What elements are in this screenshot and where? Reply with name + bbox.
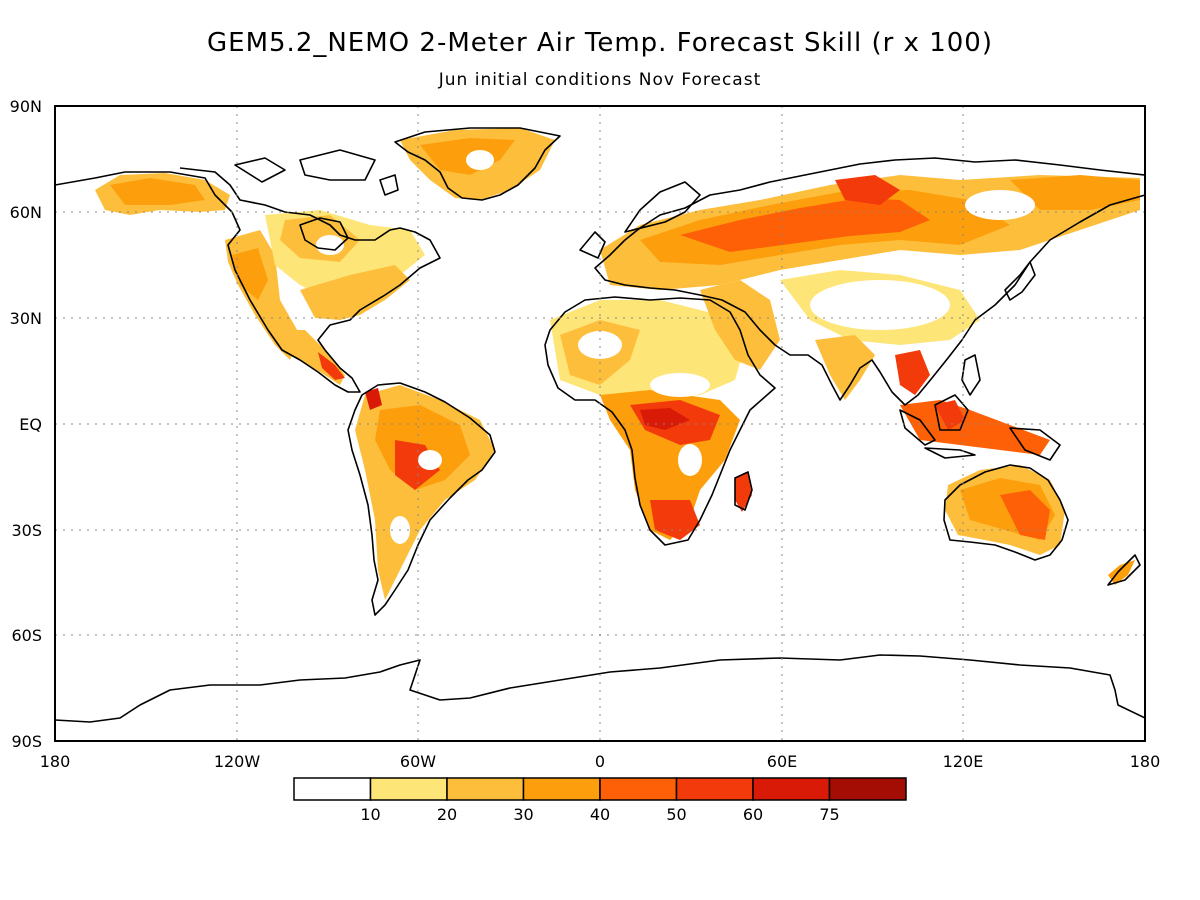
colorbar-swatch [828,777,907,801]
lon-label: 180 [1130,752,1161,771]
coast-north-america [55,167,441,393]
shade-nz [1108,560,1135,585]
coast-uk [579,231,606,259]
lat-label: 30S [11,521,42,540]
map-title: GEM5.2_NEMO 2-Meter Air Temp. Forecast S… [207,28,993,58]
coast-australia [943,464,1069,561]
coast-hudson-bay [299,217,349,251]
coast-philippines [961,354,981,396]
colorbar-swatch [599,777,678,801]
shade-aus-core [1000,490,1050,540]
colorbar-label: 40 [590,805,610,824]
shade-east-us [300,265,410,320]
coast-japan [1004,261,1036,301]
coast-madagascar [734,471,753,511]
coast-scandinavia [624,181,701,233]
shade-india [815,335,875,400]
lat-label: 30N [10,309,42,328]
shade-west-na-core [232,248,268,300]
coast-eurasia [594,157,1145,406]
shade-borneo [935,400,965,430]
low-skill-patches [316,150,1035,544]
colorbar-label: 75 [819,805,839,824]
lat-label: 60N [10,203,42,222]
shade-alaska-core [110,178,205,205]
coast-arctic-islands [234,149,399,196]
coast-new-zealand [1107,554,1141,586]
coast-borneo [934,394,969,431]
map-subtitle: Jun initial conditions Nov Forecast [438,70,762,90]
lon-label: 120E [943,752,984,771]
shade-siberia-dark [835,175,900,205]
lon-axis: 180 120W 60W 0 60E 120E 180 [40,752,1161,771]
colorbar: 10 20 30 40 50 60 75 [293,777,907,824]
shade-middle-east [700,280,780,370]
colorbar-swatch [293,777,372,801]
lon-label: 60W [400,752,436,771]
skill-shading [95,128,1140,600]
coast-south-america [347,382,496,616]
colorbar-swatch [446,777,525,801]
coast-antarctica [55,654,1145,723]
lat-label: EQ [19,415,42,434]
lat-label: 90S [11,732,42,751]
lat-label: 60S [11,626,42,645]
lon-label: 60E [767,752,797,771]
shade-indochina [895,350,930,395]
lat-label: 90N [10,97,42,116]
gridlines [55,106,1145,741]
colorbar-swatch [522,777,601,801]
shade-far-east [1010,175,1140,210]
coastlines [55,127,1145,723]
colorbar-swatch [369,777,448,801]
coast-sumatra [899,409,936,446]
shade-sa-north [365,388,382,410]
shade-mexico-core [318,352,345,380]
colorbar-swatch [752,777,831,801]
colorbar-label: 50 [666,805,686,824]
coast-new-guinea [1009,427,1061,461]
map-frame [54,105,1146,742]
colorbar-label: 60 [743,805,763,824]
colorbar-swatch [675,777,754,801]
coast-java [924,447,976,459]
lon-label: 120W [214,752,261,771]
lat-axis: 90N 60N 30N EQ 30S 60S 90S [10,97,42,751]
colorbar-label: 10 [360,805,380,824]
colorbar-label: 30 [513,805,533,824]
lon-label: 0 [595,752,605,771]
coast-africa [544,296,776,546]
shade-russia-core [680,198,930,252]
colorbar-label: 20 [437,805,457,824]
coast-greenland [394,127,561,201]
shade-caf-dark [640,408,690,430]
lon-label: 180 [40,752,71,771]
